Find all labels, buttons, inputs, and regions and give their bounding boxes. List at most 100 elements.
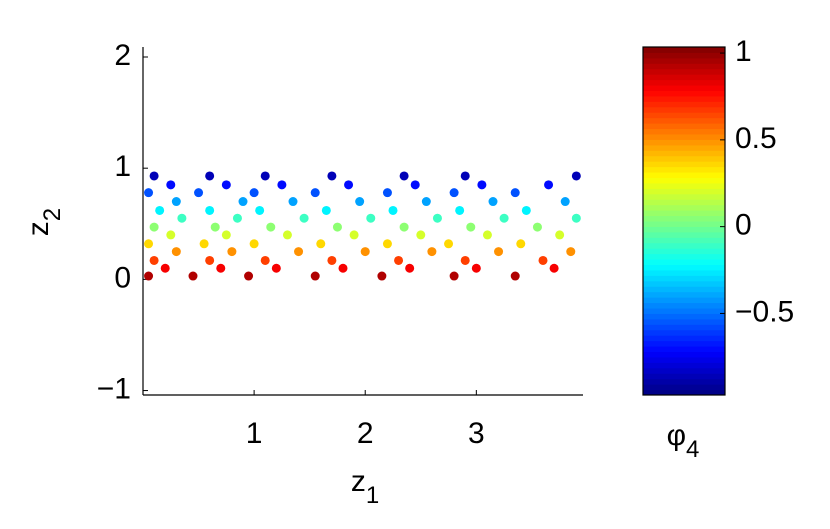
x-tick-label: 1 <box>246 417 263 450</box>
colorbar-band <box>643 242 725 249</box>
x-tick-label: 2 <box>357 417 374 450</box>
colorbar-band <box>643 172 725 178</box>
point <box>238 197 248 207</box>
point <box>149 222 159 232</box>
colorbar-band <box>643 193 725 200</box>
colorbar-band <box>643 204 725 211</box>
colorbar-band <box>643 264 725 271</box>
colorbar-band <box>643 231 725 238</box>
colorbar-band <box>643 144 725 151</box>
colorbar-label-sub: 4 <box>686 436 699 463</box>
y-tick-label: −1 <box>97 372 131 405</box>
point <box>327 171 337 181</box>
y-tick-label: 0 <box>114 261 131 294</box>
colorbar-band <box>643 378 725 385</box>
point <box>166 180 176 190</box>
colorbar-band <box>643 226 725 233</box>
colorbar-band <box>643 389 725 396</box>
point <box>149 255 159 265</box>
colorbar-band <box>643 329 725 336</box>
point <box>155 205 165 215</box>
point <box>288 197 298 207</box>
colorbar-band <box>643 367 725 374</box>
point <box>382 188 392 198</box>
point <box>510 271 520 281</box>
point <box>294 247 304 257</box>
point <box>510 188 520 198</box>
colorbar-band <box>643 57 725 64</box>
point <box>321 205 331 215</box>
point <box>282 230 292 240</box>
point <box>144 188 154 198</box>
colorbar-band <box>643 52 725 59</box>
colorbar-band <box>643 90 725 97</box>
point <box>299 213 309 223</box>
colorbar-band <box>643 199 725 206</box>
point <box>377 271 387 281</box>
colorbar-band <box>643 74 725 81</box>
point <box>266 222 276 232</box>
point <box>532 222 542 232</box>
colorbar-band <box>643 177 725 184</box>
colorbar-band <box>643 302 725 309</box>
point <box>449 188 459 198</box>
point <box>571 213 581 223</box>
point <box>499 213 509 223</box>
point <box>482 230 492 240</box>
colorbar-band <box>643 313 725 320</box>
colorbar-tick-label: 0.5 <box>735 122 777 155</box>
colorbar-band <box>643 101 725 108</box>
colorbar-band <box>643 373 725 380</box>
y-axis-label-sub: 2 <box>39 208 66 221</box>
point <box>171 247 181 257</box>
point <box>521 205 531 215</box>
colorbar-band <box>643 188 725 195</box>
point <box>388 205 398 215</box>
colorbar-band <box>643 182 725 189</box>
point <box>177 213 187 223</box>
colorbar-band <box>643 291 725 298</box>
point <box>366 213 376 223</box>
point <box>494 247 504 257</box>
point <box>538 255 548 265</box>
x-axis-label-sub: 1 <box>366 482 379 509</box>
y-tick-label: 2 <box>114 39 131 72</box>
point <box>449 271 459 281</box>
colorbar-band <box>643 286 725 293</box>
point <box>249 239 259 249</box>
colorbar-tick-label: 1 <box>735 35 752 68</box>
colorbar-band <box>643 150 725 157</box>
colorbar-band <box>643 340 725 347</box>
colorbar-band <box>643 384 725 391</box>
point <box>460 255 470 265</box>
colorbar-band <box>643 79 725 86</box>
point <box>416 230 426 240</box>
point <box>405 263 415 273</box>
colorbar-band <box>643 362 725 369</box>
point <box>260 255 270 265</box>
colorbar-label: φ4 <box>667 419 700 463</box>
colorbar-tick-label: 0 <box>735 209 752 242</box>
colorbar-band <box>643 123 725 130</box>
point <box>560 197 570 207</box>
colorbar-band <box>643 47 725 53</box>
point <box>421 197 431 207</box>
point <box>399 222 409 232</box>
point <box>477 180 487 190</box>
colorbar-band <box>643 237 725 244</box>
colorbar-band <box>643 308 725 314</box>
point <box>516 239 526 249</box>
point <box>316 239 326 249</box>
colorbar-band <box>643 297 725 304</box>
colorbar-band <box>643 253 725 260</box>
y-tick-label: 1 <box>114 150 131 183</box>
colorbar-band <box>643 139 725 146</box>
x-axis-label-base: z <box>351 465 366 498</box>
y-axis-label-base: z <box>22 221 55 236</box>
point <box>432 213 442 223</box>
colorbar-band <box>643 259 725 265</box>
point <box>205 205 215 215</box>
point <box>332 222 342 232</box>
colorbar-band <box>643 280 725 287</box>
